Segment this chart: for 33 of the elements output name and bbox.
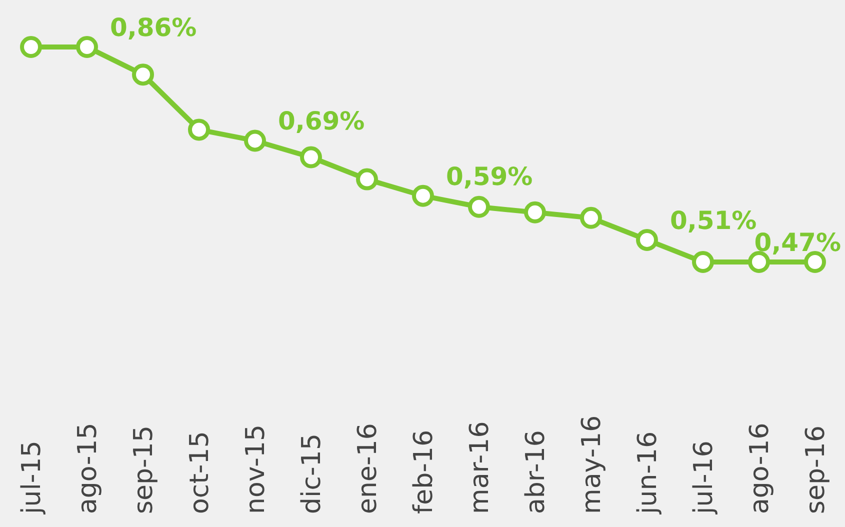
- x-tick-label: oct-15: [185, 431, 216, 514]
- x-tick-label: abr-16: [521, 430, 552, 514]
- x-tick-label: ago-15: [73, 422, 104, 514]
- x-tick-label: jul-15: [17, 440, 48, 515]
- point: [188, 118, 210, 141]
- point: [468, 196, 490, 218]
- point: [580, 206, 602, 229]
- point: [300, 146, 322, 168]
- point: [636, 228, 658, 251]
- x-tick-label: sep-16: [801, 425, 832, 514]
- x-tick-label: mar-16: [465, 421, 496, 514]
- data-label: 0,86%: [110, 13, 197, 42]
- point: [356, 168, 378, 190]
- x-tick-label: sep-15: [129, 425, 160, 514]
- data-label: 0,47%: [754, 228, 841, 257]
- point: [20, 36, 42, 58]
- x-tick-label: jun-16: [633, 431, 664, 515]
- point: [412, 184, 434, 207]
- point: [692, 251, 714, 273]
- data-label: 0,69%: [278, 106, 365, 136]
- data-label: 0,51%: [670, 206, 757, 235]
- point: [76, 36, 98, 58]
- x-tick-label: may-16: [577, 415, 608, 514]
- x-tick-label: nov-15: [241, 424, 272, 514]
- point: [132, 64, 154, 86]
- point: [244, 130, 266, 152]
- x-tick-label: ene-16: [353, 423, 384, 514]
- point: [524, 201, 546, 224]
- x-tick-label: jul-16: [689, 440, 720, 515]
- x-tick-label: ago-16: [745, 422, 776, 514]
- x-tick-label: dic-15: [297, 434, 328, 514]
- data-label: 0,59%: [446, 162, 533, 191]
- x-tick-label: feb-16: [409, 430, 440, 514]
